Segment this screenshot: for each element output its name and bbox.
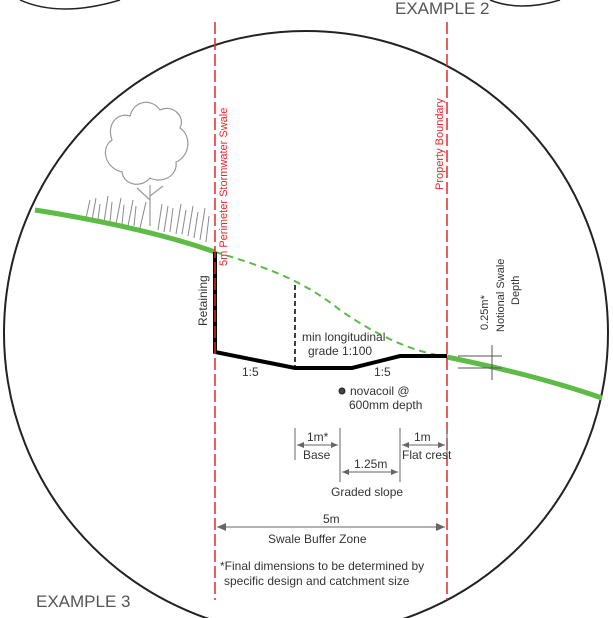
flat-crest-label: Flat crest <box>402 448 452 462</box>
novacoil-pipe-icon <box>338 387 346 395</box>
dimension-arrows <box>217 442 445 531</box>
base-value: 1m* <box>307 430 329 444</box>
flat-crest-value: 1m <box>414 430 431 444</box>
dimension-lines <box>217 428 448 528</box>
grade-label-2: grade 1:100 <box>308 344 372 358</box>
grass-icon <box>85 195 210 243</box>
slope-left-label: 1:5 <box>242 365 259 379</box>
base-label: Base <box>303 448 331 462</box>
buffer-label: Swale Buffer Zone <box>268 532 367 546</box>
note-backdrop <box>218 555 444 589</box>
graded-slope-label: Graded slope <box>331 485 403 499</box>
original-ground-dashed <box>214 251 448 358</box>
novacoil-label-2: 600mm depth <box>349 398 422 412</box>
grade-label-1: min longitudinal <box>302 330 385 344</box>
existing-ground-left <box>34 207 216 255</box>
notional-depth-label-1: Notional Swale <box>495 259 507 332</box>
novacoil-label-1: novacoil @ <box>350 384 410 398</box>
example-3-label: EXAMPLE 3 <box>36 592 131 611</box>
notional-depth-dimension <box>458 345 502 380</box>
note-line-2: specific design and catchment size <box>224 574 410 588</box>
perimeter-swale-label: 5m Perimeter Stormwater Swale <box>218 108 230 266</box>
notional-depth-value: 0.25m* <box>479 294 491 330</box>
notional-depth-label-2: Depth <box>510 276 522 305</box>
graded-slope-value: 1.25m <box>354 457 387 471</box>
slope-right-label: 1:5 <box>374 365 391 379</box>
example-2-circle-arc <box>19 0 121 10</box>
buffer-value: 5m <box>323 512 340 526</box>
property-boundary-label: Property Boundary <box>434 98 446 190</box>
note-line-1: *Final dimensions to be determined by <box>220 559 424 573</box>
retaining-label: Retaining <box>196 275 210 326</box>
example-2-circle-arc-right <box>489 0 561 7</box>
tree-icon <box>104 101 189 226</box>
detail-circle <box>3 30 609 618</box>
existing-ground-right <box>446 354 603 401</box>
example-2-label: EXAMPLE 2 <box>395 0 490 18</box>
